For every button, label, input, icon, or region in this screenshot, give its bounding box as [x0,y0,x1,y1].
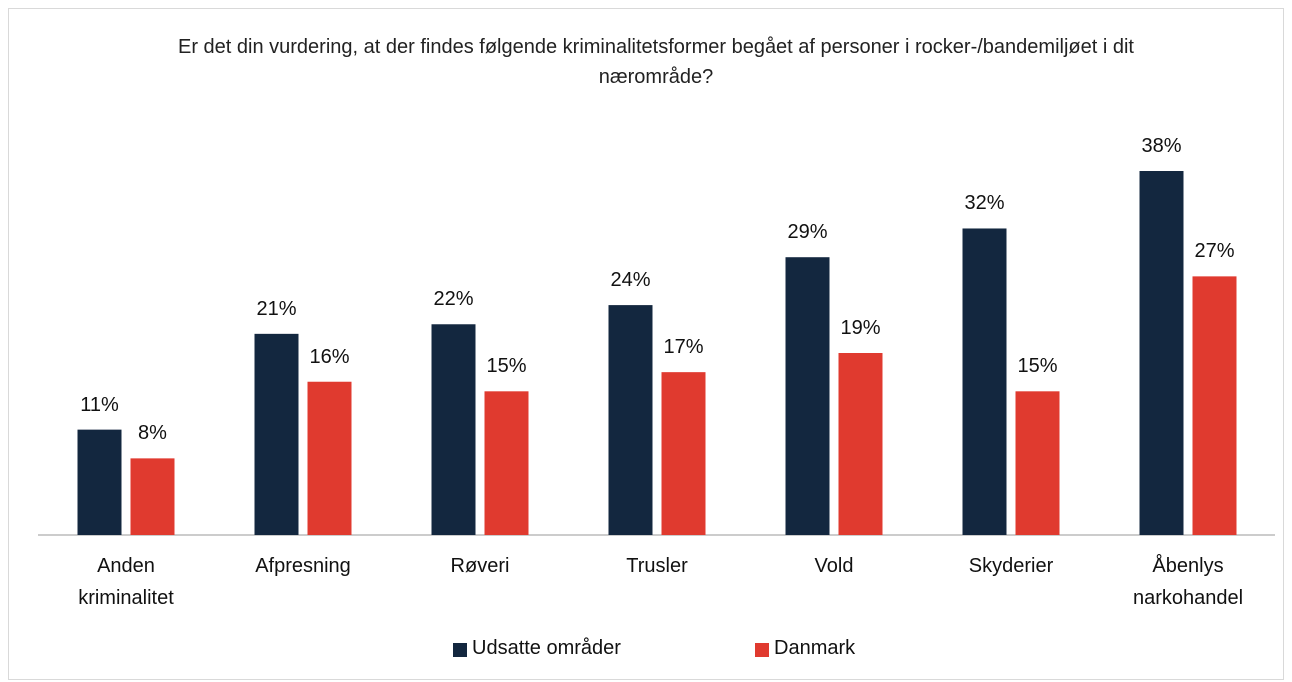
bar [1192,276,1237,535]
data-label: 17% [663,336,704,359]
bar [431,324,476,535]
bar [130,458,175,535]
x-tick-label: Vold [814,555,854,577]
bar [661,372,706,535]
bar [1139,171,1184,535]
data-label: 21% [256,297,297,320]
chart-frame [8,8,1284,680]
x-tick-label: Åbenlys narkohandel [1132,555,1244,609]
data-label: 27% [1194,240,1235,263]
legend-swatch [755,643,769,657]
bar [307,381,352,535]
x-tick-label: Røveri [450,555,510,577]
bar [484,391,529,535]
data-label: 15% [486,355,527,378]
bar [254,333,299,535]
bar [785,257,830,535]
data-label: 38% [1141,135,1182,157]
data-label: 32% [964,192,1005,215]
x-tick-label: Afpresning [255,555,351,577]
data-label: 15% [1017,355,1058,378]
data-label: 29% [787,221,828,244]
data-label: 16% [309,345,350,368]
data-label: 11% [80,393,119,416]
bar [77,429,122,535]
x-tick-label: Skyderier [968,555,1054,577]
data-label: 22% [433,288,474,311]
bar [962,228,1007,535]
bar [608,305,653,535]
data-label: 8% [138,422,167,445]
x-tick-label: Trusler [626,555,688,577]
data-label: 24% [610,269,651,292]
bar [838,353,883,535]
chart-title: Er det din vurdering, at der findes følg… [177,36,1134,88]
legend-label: Udsatte områder [472,637,621,659]
bar [1015,391,1060,535]
legend-label: Danmark [774,637,856,659]
x-tick-label: Anden kriminalitet [78,555,174,609]
data-label: 19% [840,317,881,339]
legend-swatch [453,643,467,657]
